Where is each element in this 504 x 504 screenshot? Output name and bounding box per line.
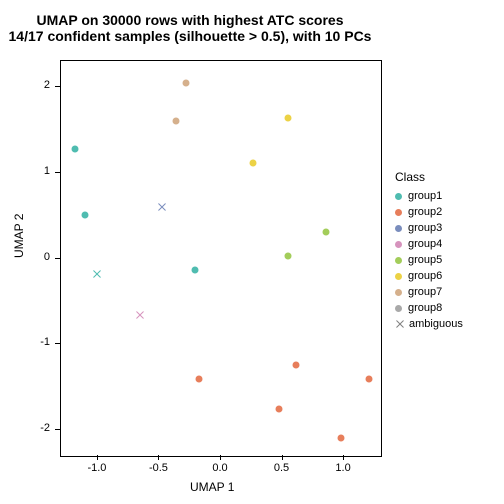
legend-label: group7	[408, 286, 442, 298]
data-point-ambiguous	[135, 310, 145, 320]
x-tick	[97, 455, 98, 460]
legend-title: Class	[395, 170, 463, 184]
chart-title-line2: 14/17 confident samples (silhouette > 0.…	[0, 28, 380, 44]
x-tick-label: 0.0	[200, 462, 240, 474]
legend-item: group7	[395, 284, 463, 300]
y-tick	[55, 429, 60, 430]
legend-item: ambiguous	[395, 316, 463, 332]
data-point	[196, 376, 203, 383]
legend-swatch	[395, 225, 402, 232]
data-point	[81, 211, 88, 218]
y-tick	[55, 172, 60, 173]
legend-label: group3	[408, 222, 442, 234]
data-point	[337, 434, 344, 441]
legend-swatch	[395, 319, 405, 329]
chart-title: UMAP on 30000 rows with highest ATC scor…	[0, 12, 380, 44]
legend-label: group1	[408, 190, 442, 202]
legend-swatch	[395, 289, 402, 296]
umap-scatter-chart: UMAP on 30000 rows with highest ATC scor…	[0, 0, 504, 504]
data-point	[250, 160, 257, 167]
legend-swatch	[395, 257, 402, 264]
legend-item: group3	[395, 220, 463, 236]
legend-swatch	[395, 273, 402, 280]
x-tick	[220, 455, 221, 460]
x-tick-label: -1.0	[77, 462, 117, 474]
x-tick-label: -0.5	[138, 462, 178, 474]
legend-label: group8	[408, 302, 442, 314]
legend-item: group1	[395, 188, 463, 204]
data-point	[71, 146, 78, 153]
chart-title-line1: UMAP on 30000 rows with highest ATC scor…	[0, 12, 380, 28]
data-point	[276, 406, 283, 413]
data-point	[322, 228, 329, 235]
legend-swatch	[395, 241, 402, 248]
data-point	[293, 361, 300, 368]
data-point	[192, 266, 199, 273]
x-tick-label: 1.0	[323, 462, 363, 474]
data-point	[182, 80, 189, 87]
legend-swatch	[395, 193, 402, 200]
y-tick	[55, 86, 60, 87]
data-point	[284, 115, 291, 122]
x-tick	[158, 455, 159, 460]
legend-swatch	[395, 209, 402, 216]
x-tick-label: 0.5	[262, 462, 302, 474]
legend-label: group4	[408, 238, 442, 250]
data-point-ambiguous	[92, 269, 102, 279]
legend-label: group2	[408, 206, 442, 218]
data-point	[172, 117, 179, 124]
x-tick	[282, 455, 283, 460]
legend-item: group5	[395, 252, 463, 268]
x-axis-label: UMAP 1	[190, 480, 234, 494]
legend-label: group6	[408, 270, 442, 282]
data-point	[365, 376, 372, 383]
legend-swatch	[395, 305, 402, 312]
legend-item: group4	[395, 236, 463, 252]
x-tick	[343, 455, 344, 460]
legend: Class group1 group2 group3 group4 group5 grou…	[395, 170, 463, 332]
legend-label: ambiguous	[409, 318, 463, 330]
y-tick-label: -1	[25, 336, 50, 348]
y-tick-label: 0	[25, 251, 50, 263]
legend-item: group2	[395, 204, 463, 220]
y-tick-label: 1	[25, 165, 50, 177]
y-tick-label: -2	[25, 422, 50, 434]
legend-item: group8	[395, 300, 463, 316]
legend-label: group5	[408, 254, 442, 266]
data-point	[284, 252, 291, 259]
y-tick	[55, 343, 60, 344]
y-tick-label: 2	[25, 79, 50, 91]
plot-area	[60, 60, 382, 457]
legend-item: group6	[395, 268, 463, 284]
y-axis-label: UMAP 2	[12, 213, 26, 257]
y-tick	[55, 258, 60, 259]
data-point-ambiguous	[157, 202, 167, 212]
